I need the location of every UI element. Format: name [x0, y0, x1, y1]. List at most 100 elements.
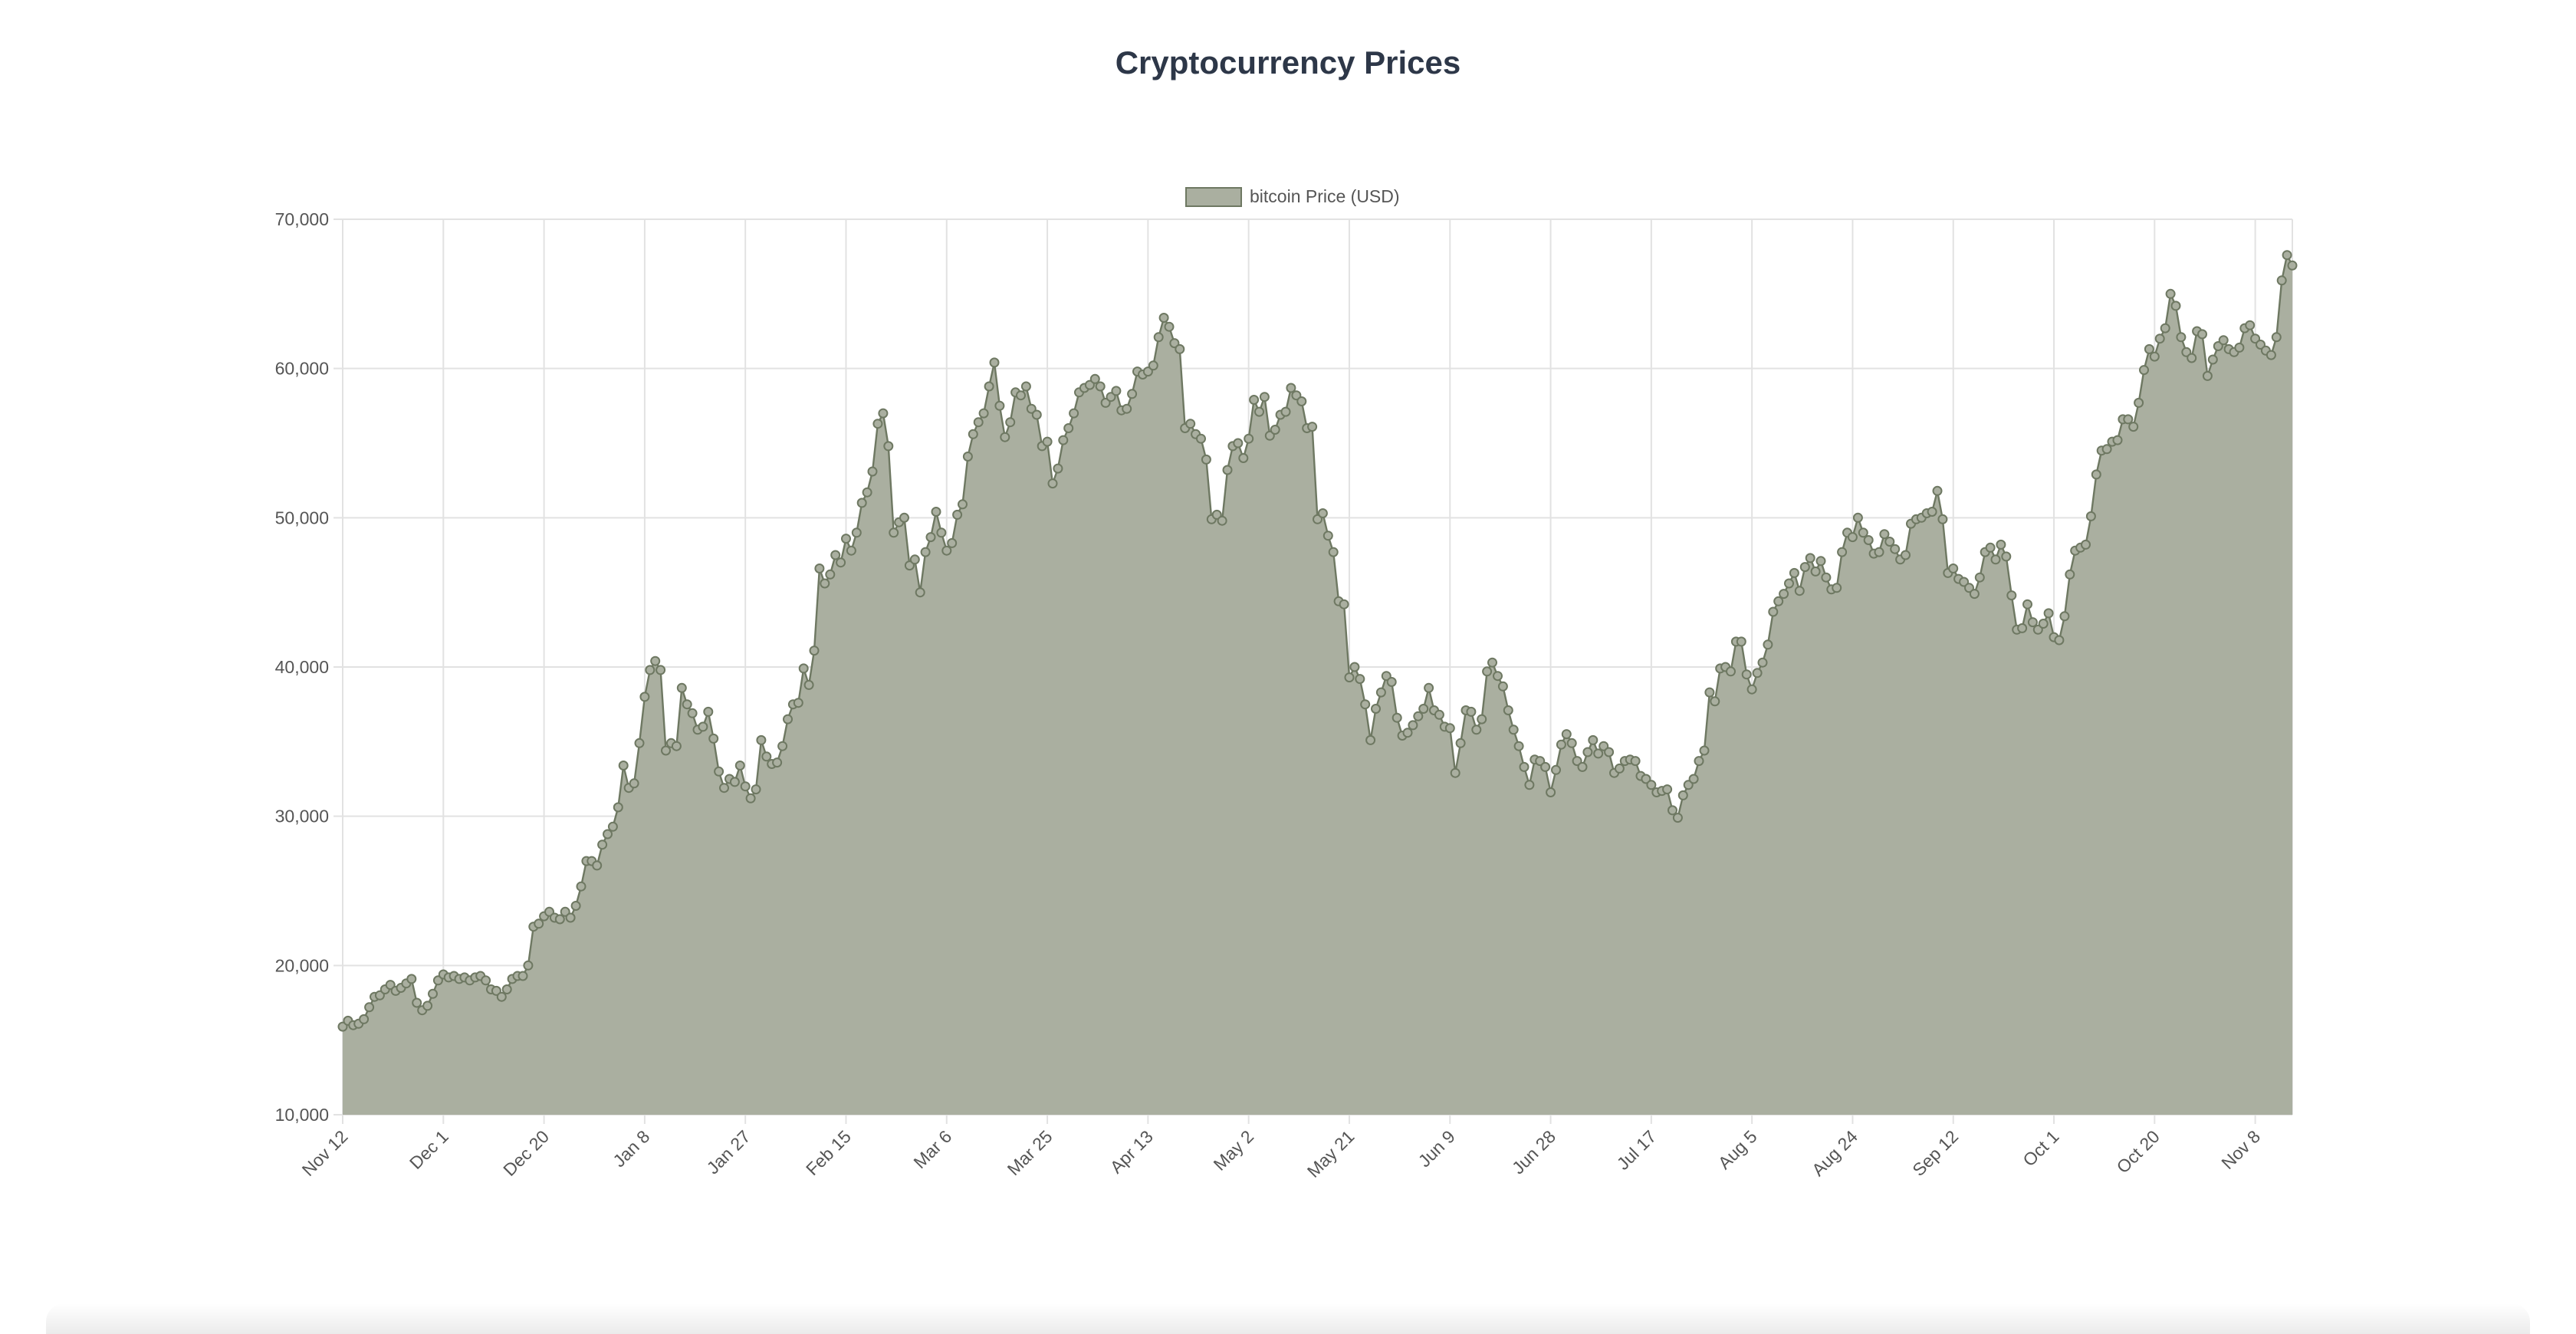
data-point[interactable] — [406, 974, 417, 984]
data-point[interactable] — [962, 452, 973, 462]
data-point[interactable] — [1683, 780, 1694, 790]
data-point[interactable] — [2006, 590, 2017, 601]
data-point[interactable] — [973, 417, 984, 428]
data-point[interactable] — [729, 777, 740, 787]
data-point[interactable] — [496, 991, 507, 1002]
data-point[interactable] — [2001, 551, 2012, 562]
data-point[interactable] — [1016, 390, 1026, 401]
data-point[interactable] — [2054, 635, 2065, 646]
data-point[interactable] — [1779, 589, 1789, 600]
data-point[interactable] — [1969, 589, 1980, 600]
data-point[interactable] — [2139, 365, 2149, 376]
data-point[interactable] — [1211, 509, 1222, 520]
data-point[interactable] — [1566, 738, 1577, 748]
data-point[interactable] — [756, 734, 767, 745]
data-point[interactable] — [1593, 748, 1604, 759]
data-point[interactable] — [719, 783, 729, 794]
data-point[interactable] — [1768, 606, 1779, 617]
data-point[interactable] — [1832, 583, 1842, 593]
data-point[interactable] — [565, 912, 576, 923]
data-point[interactable] — [1551, 764, 1561, 775]
data-point[interactable] — [1313, 514, 1322, 524]
data-point[interactable] — [1482, 666, 1493, 677]
data-point[interactable] — [1095, 381, 1106, 392]
data-point[interactable] — [941, 545, 952, 556]
data-point[interactable] — [1964, 583, 1974, 593]
data-point[interactable] — [1794, 586, 1805, 596]
data-point[interactable] — [1106, 392, 1116, 402]
data-point[interactable] — [1746, 684, 1757, 695]
data-point[interactable] — [2245, 320, 2256, 330]
data-point[interactable] — [1058, 435, 1069, 445]
data-point[interactable] — [576, 881, 586, 892]
data-point[interactable] — [1858, 527, 1868, 538]
data-point[interactable] — [889, 527, 899, 538]
data-point[interactable] — [1901, 550, 1911, 560]
data-point[interactable] — [1355, 674, 1365, 685]
data-point[interactable] — [783, 714, 793, 724]
data-point[interactable] — [639, 692, 650, 702]
data-point[interactable] — [1339, 599, 1349, 610]
data-point[interactable] — [1375, 687, 1386, 698]
data-point[interactable] — [798, 663, 809, 674]
data-point[interactable] — [825, 569, 836, 580]
data-point[interactable] — [836, 557, 846, 568]
data-point[interactable] — [1799, 562, 1810, 573]
data-point[interactable] — [947, 537, 958, 548]
data-point[interactable] — [1741, 669, 1752, 680]
data-point[interactable] — [1408, 720, 1418, 731]
data-point[interactable] — [862, 487, 872, 498]
data-point[interactable] — [1662, 784, 1673, 795]
data-point[interactable] — [1996, 539, 2006, 550]
data-point[interactable] — [1317, 508, 1328, 518]
data-point[interactable] — [1948, 564, 1959, 573]
data-point[interactable] — [2017, 623, 2028, 633]
data-point[interactable] — [687, 708, 698, 718]
data-point[interactable] — [2123, 414, 2134, 425]
data-point[interactable] — [793, 698, 803, 708]
data-point[interactable] — [1546, 787, 1556, 797]
data-point[interactable] — [1020, 381, 1031, 392]
data-point[interactable] — [952, 509, 963, 520]
data-point[interactable] — [428, 988, 438, 999]
data-point[interactable] — [2091, 469, 2101, 480]
data-point[interactable] — [1874, 547, 1884, 557]
data-point[interactable] — [1413, 711, 1424, 721]
data-point[interactable] — [1264, 430, 1275, 441]
data-point[interactable] — [1508, 724, 1519, 735]
data-point[interactable] — [1450, 767, 1460, 778]
data-point[interactable] — [1471, 724, 1482, 735]
data-point[interactable] — [1582, 747, 1593, 757]
data-point[interactable] — [1259, 392, 1270, 402]
data-point[interactable] — [1815, 556, 1826, 567]
data-point[interactable] — [1588, 734, 1598, 745]
data-point[interactable] — [1513, 741, 1524, 751]
data-point[interactable] — [867, 466, 878, 477]
data-point[interactable] — [1371, 704, 1381, 714]
data-point[interactable] — [2271, 332, 2282, 343]
data-point[interactable] — [518, 971, 528, 981]
data-point[interactable] — [2032, 624, 2043, 635]
data-point[interactable] — [1699, 745, 1710, 756]
data-point[interactable] — [1360, 699, 1371, 710]
data-point[interactable] — [1493, 671, 1503, 682]
data-point[interactable] — [501, 984, 512, 994]
data-point[interactable] — [2202, 370, 2213, 381]
data-point[interactable] — [1990, 554, 2001, 565]
data-point[interactable] — [814, 564, 825, 573]
data-point[interactable] — [1535, 756, 1546, 767]
data-point[interactable] — [936, 527, 947, 538]
data-point[interactable] — [650, 656, 661, 666]
data-point[interactable] — [878, 408, 889, 419]
data-point[interactable] — [1805, 553, 1815, 564]
data-point[interactable] — [1677, 790, 1688, 800]
data-point[interactable] — [1142, 366, 1153, 377]
data-point[interactable] — [1244, 433, 1254, 444]
data-point[interactable] — [1974, 572, 1985, 583]
data-point[interactable] — [1047, 478, 1058, 489]
data-point[interactable] — [1249, 395, 1260, 405]
data-point[interactable] — [1291, 390, 1302, 401]
data-point[interactable] — [661, 745, 671, 756]
data-point[interactable] — [2170, 301, 2181, 311]
data-point[interactable] — [846, 545, 856, 556]
